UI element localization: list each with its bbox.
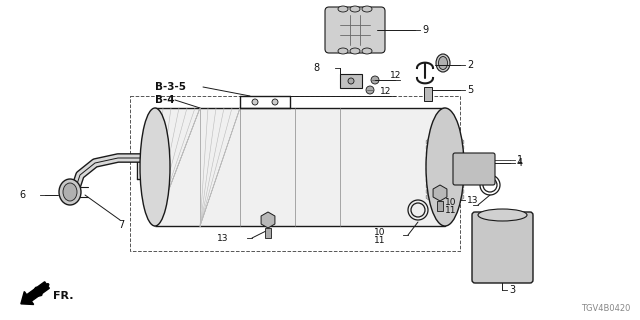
Text: 11: 11 bbox=[445, 205, 456, 214]
Text: 4: 4 bbox=[517, 158, 523, 168]
Text: 13: 13 bbox=[467, 196, 479, 204]
Text: 12: 12 bbox=[380, 86, 392, 95]
Text: 10: 10 bbox=[445, 197, 456, 206]
FancyBboxPatch shape bbox=[472, 212, 533, 283]
Ellipse shape bbox=[350, 48, 360, 54]
Text: 11: 11 bbox=[374, 236, 385, 244]
Text: 2: 2 bbox=[467, 60, 473, 70]
Circle shape bbox=[272, 99, 278, 105]
Text: 12: 12 bbox=[390, 70, 401, 79]
Text: 6: 6 bbox=[19, 190, 25, 200]
Ellipse shape bbox=[362, 48, 372, 54]
Ellipse shape bbox=[438, 57, 447, 69]
Ellipse shape bbox=[59, 179, 81, 205]
FancyBboxPatch shape bbox=[453, 153, 495, 185]
Ellipse shape bbox=[338, 48, 348, 54]
Text: FR.: FR. bbox=[53, 291, 74, 301]
Ellipse shape bbox=[63, 183, 77, 201]
Circle shape bbox=[366, 86, 374, 94]
Text: B-3-5: B-3-5 bbox=[155, 82, 186, 92]
Ellipse shape bbox=[338, 6, 348, 12]
Ellipse shape bbox=[426, 108, 464, 226]
Ellipse shape bbox=[140, 108, 170, 226]
Bar bbox=[130, 96, 460, 251]
Text: 5: 5 bbox=[467, 85, 473, 95]
Bar bbox=[424, 87, 432, 101]
Circle shape bbox=[371, 76, 379, 84]
Text: TGV4B0420: TGV4B0420 bbox=[580, 304, 630, 313]
Text: 8: 8 bbox=[314, 63, 320, 73]
Bar bbox=[265, 228, 271, 238]
FancyArrow shape bbox=[21, 282, 49, 305]
Text: 1: 1 bbox=[517, 155, 523, 165]
Bar bbox=[155, 108, 445, 226]
FancyBboxPatch shape bbox=[325, 7, 385, 53]
Text: 9: 9 bbox=[422, 25, 428, 35]
Bar bbox=[437, 201, 443, 211]
Text: B-4: B-4 bbox=[155, 95, 175, 105]
Circle shape bbox=[348, 78, 354, 84]
Text: 3: 3 bbox=[509, 285, 515, 295]
Circle shape bbox=[252, 99, 258, 105]
Ellipse shape bbox=[350, 6, 360, 12]
Ellipse shape bbox=[362, 6, 372, 12]
Circle shape bbox=[471, 165, 479, 173]
Text: 13: 13 bbox=[216, 234, 228, 243]
Bar bbox=[340, 74, 362, 88]
Ellipse shape bbox=[478, 209, 527, 221]
Text: 7: 7 bbox=[118, 220, 124, 230]
Ellipse shape bbox=[436, 54, 450, 72]
Text: 10: 10 bbox=[374, 228, 385, 236]
